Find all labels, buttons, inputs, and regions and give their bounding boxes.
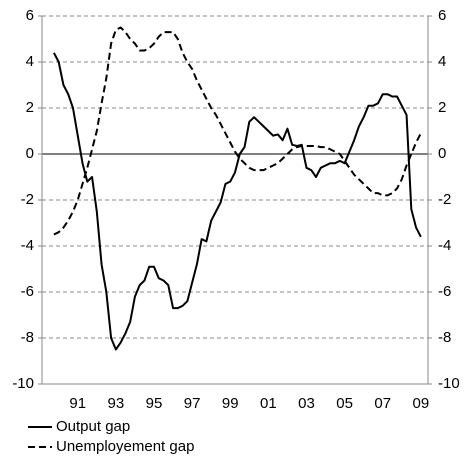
x-tick-label: 05 xyxy=(336,395,353,412)
y-tick-label: -4 xyxy=(21,237,34,254)
legend-label: Unemployement gap xyxy=(56,438,194,455)
x-tick-label: 07 xyxy=(374,395,391,412)
y2-tick-label: -6 xyxy=(438,283,451,300)
y-tick-label: 4 xyxy=(26,53,34,70)
y2-tick-label: -10 xyxy=(438,375,460,392)
y2-tick-label: -4 xyxy=(438,237,451,254)
y-tick-label: 2 xyxy=(26,99,34,116)
y-tick-label: -10 xyxy=(12,375,34,392)
y2-tick-label: 0 xyxy=(438,145,446,162)
y2-tick-label: 4 xyxy=(438,53,446,70)
line-series xyxy=(53,26,422,236)
x-tick-label: 01 xyxy=(260,395,277,412)
x-tick-label: 09 xyxy=(413,395,430,412)
y-tick-label: -6 xyxy=(21,283,34,300)
y2-tick-label: 6 xyxy=(438,7,446,24)
y-tick-label: 0 xyxy=(26,145,34,162)
y-tick-label: -8 xyxy=(21,329,34,346)
legend-label: Output gap xyxy=(56,418,130,435)
x-tick-label: 93 xyxy=(108,395,125,412)
x-tick-label: 03 xyxy=(298,395,315,412)
line-series xyxy=(53,52,422,351)
x-tick-label: 95 xyxy=(146,395,163,412)
x-tick-label: 99 xyxy=(222,395,239,412)
x-tick-label: 91 xyxy=(69,395,86,412)
y2-tick-label: -2 xyxy=(438,191,451,208)
y2-tick-label: 2 xyxy=(438,99,446,116)
y-tick-label: -2 xyxy=(21,191,34,208)
x-tick-label: 97 xyxy=(184,395,201,412)
y2-tick-label: -8 xyxy=(438,329,451,346)
y-tick-label: 6 xyxy=(26,7,34,24)
